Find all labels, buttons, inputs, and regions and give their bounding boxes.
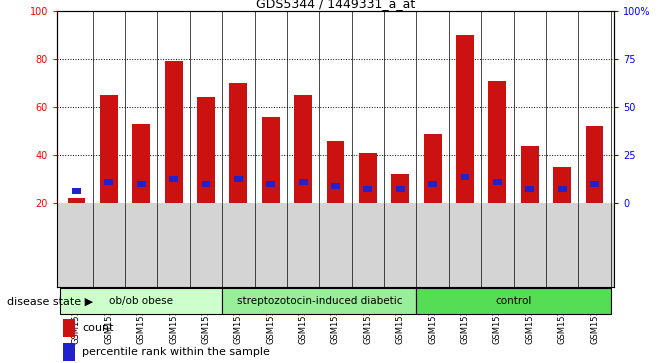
Bar <box>132 124 150 203</box>
Bar <box>331 183 340 189</box>
Bar <box>391 174 409 203</box>
Bar <box>68 199 85 203</box>
Text: control: control <box>495 296 532 306</box>
Bar <box>72 188 81 194</box>
Bar <box>456 35 474 203</box>
Bar <box>364 186 372 192</box>
Bar <box>299 179 307 185</box>
Bar <box>294 95 312 203</box>
Bar <box>62 343 75 361</box>
Bar <box>554 167 571 203</box>
Text: percentile rank within the sample: percentile rank within the sample <box>82 347 270 357</box>
Title: GDS5344 / 1449331_a_at: GDS5344 / 1449331_a_at <box>256 0 415 10</box>
Bar <box>590 181 599 187</box>
Bar <box>137 181 146 187</box>
Bar <box>460 174 470 180</box>
Bar <box>62 319 75 337</box>
Bar <box>493 179 502 185</box>
Bar <box>201 181 211 187</box>
Bar <box>229 83 248 203</box>
Bar <box>417 288 611 314</box>
Text: streptozotocin-induced diabetic: streptozotocin-induced diabetic <box>237 296 402 306</box>
Text: ob/ob obese: ob/ob obese <box>109 296 173 306</box>
Bar <box>525 186 534 192</box>
Bar <box>169 176 178 182</box>
Bar <box>586 126 603 203</box>
Bar <box>197 97 215 203</box>
Bar <box>164 61 183 203</box>
Bar <box>234 176 243 182</box>
Bar <box>327 141 344 203</box>
Bar <box>423 134 442 203</box>
Bar <box>488 81 507 203</box>
Bar <box>359 153 377 203</box>
Bar <box>396 186 405 192</box>
Bar <box>262 117 280 203</box>
Bar <box>428 181 437 187</box>
Bar <box>521 146 539 203</box>
Bar <box>100 95 117 203</box>
Bar <box>558 186 566 192</box>
Bar <box>60 288 222 314</box>
Text: disease state ▶: disease state ▶ <box>7 296 93 306</box>
Bar <box>222 288 417 314</box>
Bar <box>266 181 275 187</box>
Bar <box>105 179 113 185</box>
Text: count: count <box>82 323 113 333</box>
